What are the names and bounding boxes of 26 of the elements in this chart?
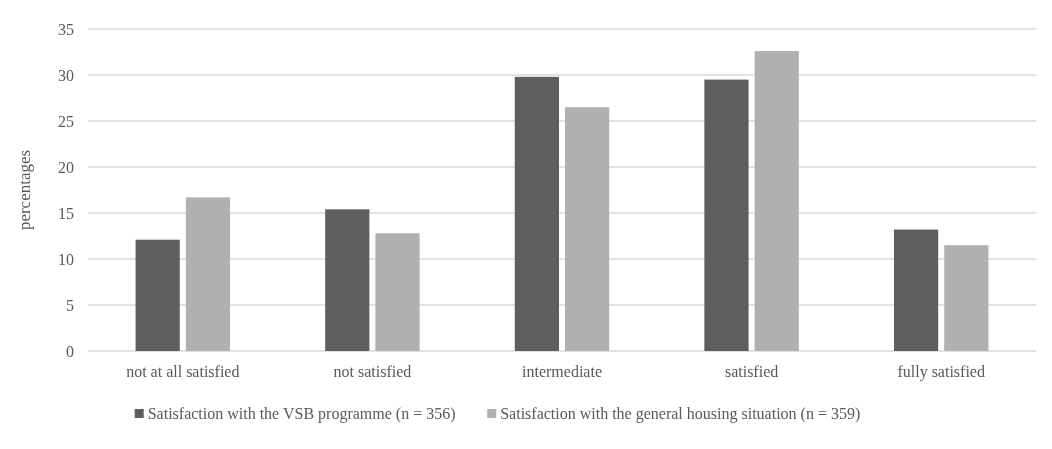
legend-label: Satisfaction with the VSB programme (n = 356) xyxy=(147,405,456,423)
legend-label: Satisfaction with the general housing situation (n = 359) xyxy=(500,405,861,423)
y-tick-label: 25 xyxy=(58,112,74,130)
y-tick-label: 10 xyxy=(58,250,74,268)
bar xyxy=(185,197,231,351)
bar xyxy=(565,107,610,351)
y-tick-label: 30 xyxy=(58,66,74,84)
x-tick-label: not satisfied xyxy=(333,363,412,380)
bar xyxy=(514,76,559,351)
bar xyxy=(893,229,939,351)
x-tick-label: satisfied xyxy=(724,363,779,380)
bar xyxy=(135,239,180,351)
x-tick-label: not at all satisfied xyxy=(126,363,240,380)
y-axis-title: percentages xyxy=(15,149,34,231)
bar xyxy=(325,209,370,351)
x-tick-label: intermediate xyxy=(522,363,602,380)
bar xyxy=(944,245,989,351)
bar xyxy=(704,79,749,351)
y-tick-label: 0 xyxy=(66,342,74,360)
bar xyxy=(754,51,799,351)
y-tick-label: 35 xyxy=(58,20,74,38)
x-tick-label: fully satisfied xyxy=(897,363,985,381)
y-tick-label: 15 xyxy=(58,204,74,222)
y-tick-label: 20 xyxy=(58,158,74,176)
bar xyxy=(375,233,420,351)
y-tick-label: 5 xyxy=(66,296,74,314)
